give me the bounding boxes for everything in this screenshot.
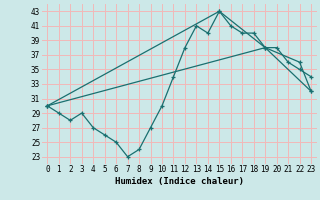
X-axis label: Humidex (Indice chaleur): Humidex (Indice chaleur)	[115, 177, 244, 186]
